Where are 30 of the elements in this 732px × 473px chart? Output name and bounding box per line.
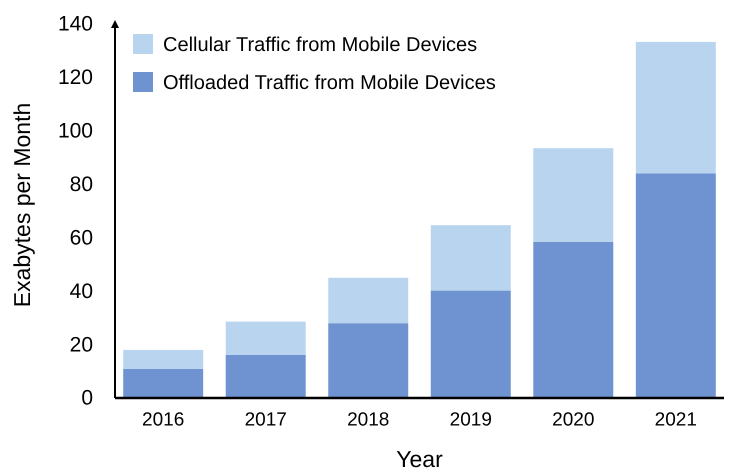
bar bbox=[123, 368, 204, 398]
y-tick-label: 140 bbox=[58, 12, 93, 36]
x-tick-label: 2017 bbox=[244, 409, 287, 430]
y-tick-label: 80 bbox=[70, 173, 93, 196]
legend-label: Offloaded Traffic from Mobile Devices bbox=[163, 72, 496, 94]
y-tick-label: 40 bbox=[70, 280, 93, 303]
bar bbox=[430, 290, 511, 398]
x-tick-label: 2021 bbox=[654, 409, 697, 430]
y-tick-label: 0 bbox=[81, 386, 93, 410]
y-tick-label: 100 bbox=[58, 120, 93, 143]
x-tick-label: 2016 bbox=[142, 409, 184, 430]
bar bbox=[533, 242, 614, 398]
bar bbox=[328, 323, 408, 398]
bar bbox=[123, 350, 204, 369]
x-axis-title: Year bbox=[396, 446, 444, 472]
bar bbox=[328, 278, 408, 324]
x-tick-label: 2018 bbox=[347, 409, 390, 430]
bar bbox=[226, 354, 306, 398]
y-tick-label: 20 bbox=[70, 333, 93, 356]
y-tick-label: 120 bbox=[58, 66, 93, 90]
bar bbox=[226, 322, 306, 355]
y-tick-label: 60 bbox=[70, 226, 93, 250]
y-axis-title: Exabytes per Month bbox=[9, 102, 35, 308]
bar bbox=[636, 42, 716, 174]
bar bbox=[533, 148, 614, 242]
bar bbox=[430, 225, 511, 291]
x-tick-label: 2019 bbox=[450, 409, 492, 430]
x-tick-label: 2020 bbox=[552, 409, 594, 430]
legend-label: Cellular Traffic from Mobile Devices bbox=[163, 34, 478, 56]
bar bbox=[636, 173, 716, 398]
